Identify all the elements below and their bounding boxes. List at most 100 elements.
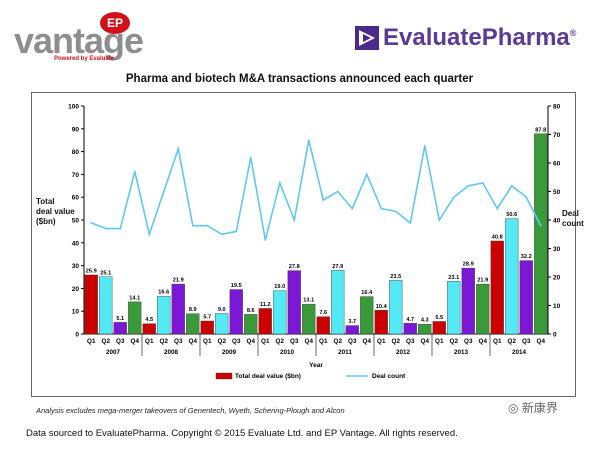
deal-value-bar (374, 310, 388, 335)
deal-value-bar (389, 280, 403, 335)
deal-value-bar (519, 260, 533, 335)
deal-value-bar (287, 270, 301, 335)
x-axis-title: Year (309, 362, 323, 369)
deal-value-bar (258, 308, 272, 335)
deal-count-point (191, 224, 194, 227)
quarter-tick-label: Q4 (189, 338, 198, 345)
bar-value-label: 23.1 (448, 275, 459, 281)
bar-value-label: 11.2 (260, 302, 271, 308)
left-tick-label: 0 (75, 332, 79, 339)
deal-count-point (162, 190, 165, 193)
source-line: Data sourced to EvaluatePharma. Copyrigh… (26, 428, 458, 439)
deal-count-point (133, 170, 136, 173)
deal-value-bar (171, 283, 185, 335)
deal-count-point (90, 221, 93, 224)
deal-count-point (351, 207, 354, 210)
deal-value-bar (84, 274, 98, 335)
left-tick-label: 90 (72, 126, 80, 133)
deal-value-bar (99, 276, 113, 335)
deal-value-bar (200, 320, 214, 335)
footnote: Analysis excludes mega-merger takeovers … (36, 406, 345, 415)
right-tick-label: 50 (553, 189, 561, 196)
deal-value-bar (142, 323, 156, 335)
deal-count-point (307, 139, 310, 142)
deal-count-point (496, 207, 499, 210)
left-tick-label: 80 (72, 149, 80, 156)
ep-badge: EP (100, 12, 130, 34)
bar-value-label: 32.2 (521, 254, 532, 260)
bar-value-label: 25.1 (100, 270, 111, 276)
right-tick-label: 0 (553, 332, 557, 339)
deal-value-bar (273, 290, 287, 335)
bar-value-label: 87.8 (535, 127, 546, 133)
left-tick-label: 20 (72, 286, 80, 293)
bar-value-label: 7.6 (319, 310, 327, 316)
left-tick-label: 60 (72, 195, 80, 202)
bar-value-label: 23.5 (390, 274, 401, 280)
deal-value-bar (447, 281, 461, 335)
deal-count-point (220, 233, 223, 236)
left-tick-label: 50 (72, 218, 80, 225)
evaluate-mark-icon (355, 26, 379, 50)
quarter-tick-label: Q2 (334, 338, 343, 345)
bar-value-label: 19.0 (274, 284, 285, 290)
bar-value-label: 27.8 (289, 264, 300, 270)
deal-value-bar (113, 322, 127, 335)
deal-count-point (380, 207, 383, 210)
deal-value-bar (534, 133, 548, 335)
quarter-tick-label: Q1 (377, 338, 386, 345)
evaluate-pharma-logo: EvaluatePharma® (355, 24, 585, 56)
quarter-tick-label: Q4 (421, 338, 430, 345)
bar-value-label: 5.1 (116, 316, 124, 322)
quarter-tick-label: Q1 (203, 338, 212, 345)
quarter-tick-label: Q4 (131, 338, 140, 345)
right-tick-label: 40 (553, 218, 561, 225)
quarter-tick-label: Q1 (261, 338, 270, 345)
bar-value-label: 21.9 (477, 278, 488, 284)
quarter-tick-label: Q4 (363, 338, 372, 345)
left-tick-label: 40 (72, 240, 80, 247)
deal-value-bar (229, 289, 243, 335)
deal-count-point (322, 199, 325, 201)
deal-count-point (264, 239, 267, 241)
year-tick-label: 2008 (164, 349, 179, 356)
deal-count-point (452, 196, 455, 199)
legend-label-deal-value: Total deal value ($bn) (235, 373, 301, 380)
deal-count-point (148, 233, 151, 236)
right-tick-label: 20 (553, 275, 561, 282)
deal-count-point (206, 224, 209, 227)
quarter-tick-label: Q2 (218, 338, 227, 345)
deal-count-point (467, 184, 470, 187)
bar-value-label: 5.7 (203, 315, 211, 321)
right-tick-label: 80 (553, 104, 561, 111)
year-tick-label: 2014 (512, 349, 527, 356)
bar-value-label: 28.9 (463, 262, 474, 268)
deal-value-bar (476, 283, 490, 335)
quarter-tick-label: Q2 (102, 338, 111, 345)
bar-value-label: 3.7 (348, 319, 356, 325)
deal-value-bar (345, 325, 359, 335)
bar-value-label: 25.9 (86, 268, 97, 274)
bar-value-label: 9.0 (218, 307, 226, 313)
deal-count-point (336, 190, 339, 193)
year-tick-label: 2007 (106, 349, 121, 356)
deal-value-bar (186, 313, 200, 335)
chart-frame (31, 92, 576, 397)
quarter-tick-label: Q2 (392, 338, 401, 345)
bar-value-label: 8.6 (247, 308, 255, 314)
quarter-tick-label: Q4 (305, 338, 314, 345)
chart-title: Pharma and biotech M&A transactions anno… (125, 73, 474, 85)
year-tick-label: 2011 (338, 349, 352, 356)
deal-count-point (423, 145, 426, 147)
left-tick-label: 30 (72, 263, 80, 270)
bar-value-label: 14.1 (129, 295, 140, 301)
quarter-tick-label: Q3 (116, 338, 125, 345)
deal-value-bar (360, 296, 374, 335)
left-tick-label: 10 (72, 309, 80, 316)
quarter-tick-label: Q2 (508, 338, 517, 345)
bar-value-label: 4.5 (145, 317, 153, 323)
bar-value-label: 19.5 (231, 283, 242, 289)
bar-value-label: 8.9 (189, 307, 197, 313)
quarter-tick-label: Q2 (450, 338, 459, 345)
